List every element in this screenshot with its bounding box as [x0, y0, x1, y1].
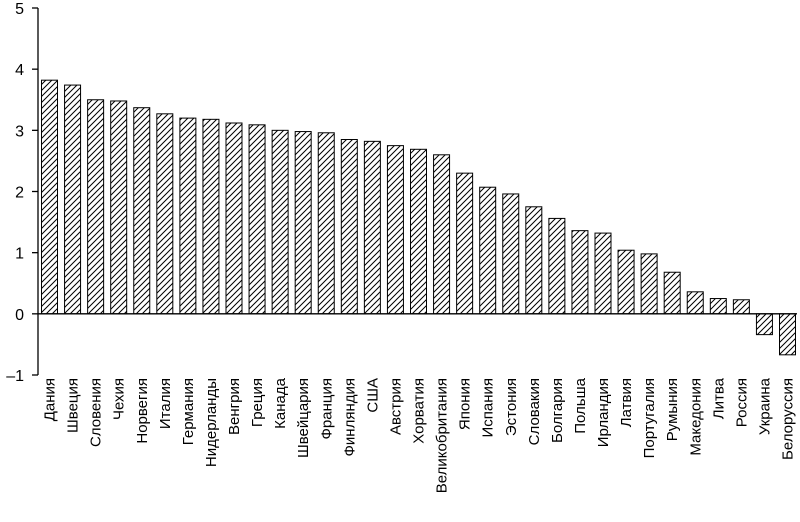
category-label: Великобритания: [434, 378, 451, 493]
category-label: Эстония: [503, 378, 520, 436]
bar-28: [663, 271, 681, 315]
category-label: США: [364, 378, 381, 413]
category-label: Норвегия: [134, 378, 151, 444]
bar-32: [755, 313, 773, 336]
category-label: Украина: [756, 377, 773, 435]
bar-20: [479, 186, 497, 315]
y-tick-label: 0: [15, 307, 24, 324]
bar-11: [271, 129, 289, 315]
bar-22: [525, 206, 543, 315]
category-label: Греция: [249, 378, 266, 427]
category-label: Нидерланды: [203, 378, 220, 467]
category-label: Швейцария: [295, 378, 312, 458]
category-label: Белоруссия: [780, 378, 797, 460]
bar-19: [456, 172, 474, 315]
category-label: Словакия: [526, 378, 543, 445]
category-label: Хорватия: [411, 378, 428, 444]
bar-9: [225, 122, 243, 315]
bar-10: [248, 124, 266, 315]
y-tick-label: 3: [15, 123, 24, 140]
category-label: Япония: [457, 378, 474, 430]
bar-30: [709, 298, 727, 315]
category-label: Ирландия: [595, 378, 612, 447]
bar-21: [502, 193, 520, 315]
category-label: Канада: [272, 377, 289, 428]
bars-group: [41, 79, 796, 356]
category-label: Словения: [88, 378, 105, 447]
y-tick-label: 5: [15, 1, 24, 18]
y-tick-label: 1: [15, 246, 24, 263]
bar-25: [594, 232, 612, 315]
category-label: Литва: [710, 377, 727, 419]
bar-8: [202, 118, 220, 315]
bar-7: [179, 117, 197, 315]
category-labels: Дания Швеция Словения Чехия Норвегия Италия Ге…: [42, 377, 797, 493]
category-label: Венгрия: [226, 378, 243, 435]
bar-6: [156, 113, 174, 315]
bar-14: [340, 139, 358, 315]
bar-18: [433, 154, 451, 315]
category-label: Дания: [42, 378, 59, 421]
category-label: Латвия: [618, 378, 635, 427]
y-tick-label: 4: [15, 62, 24, 79]
category-label: Португалия: [641, 378, 658, 458]
bar-1: [41, 79, 58, 315]
category-label: Румыния: [664, 378, 681, 441]
bar-29: [686, 291, 704, 315]
bar-31: [732, 299, 750, 315]
y-axis: [32, 7, 797, 376]
bar-33: [779, 313, 796, 356]
y-tick-label: –1: [6, 368, 24, 385]
bar-4: [110, 100, 128, 315]
bar-3: [87, 99, 105, 315]
category-label: Швеция: [65, 378, 82, 433]
bar-12: [294, 131, 312, 315]
category-label: Польша: [572, 377, 589, 433]
bar-5: [133, 107, 151, 315]
bar-27: [640, 253, 658, 315]
category-label: Испания: [480, 378, 497, 438]
bar-16: [386, 145, 404, 315]
category-label: Франция: [318, 378, 335, 439]
y-tick-label: 2: [15, 185, 24, 202]
bar-24: [571, 230, 589, 315]
category-label: Италия: [157, 378, 174, 429]
y-tick-labels: 5 4 3 2 1 0 –1: [6, 1, 24, 385]
bar-13: [317, 132, 335, 315]
bar-23: [548, 217, 566, 315]
category-label: Чехия: [111, 378, 128, 420]
category-label: Австрия: [387, 378, 404, 435]
bar-26: [617, 249, 635, 315]
bar-15: [363, 140, 381, 315]
category-label: Македония: [687, 378, 704, 456]
category-label: Германия: [180, 378, 197, 445]
category-label: Болгария: [549, 378, 566, 443]
category-label: Финляндия: [341, 378, 358, 456]
bar-17: [410, 148, 427, 315]
category-label: Россия: [733, 378, 750, 427]
bar-2: [64, 84, 82, 315]
